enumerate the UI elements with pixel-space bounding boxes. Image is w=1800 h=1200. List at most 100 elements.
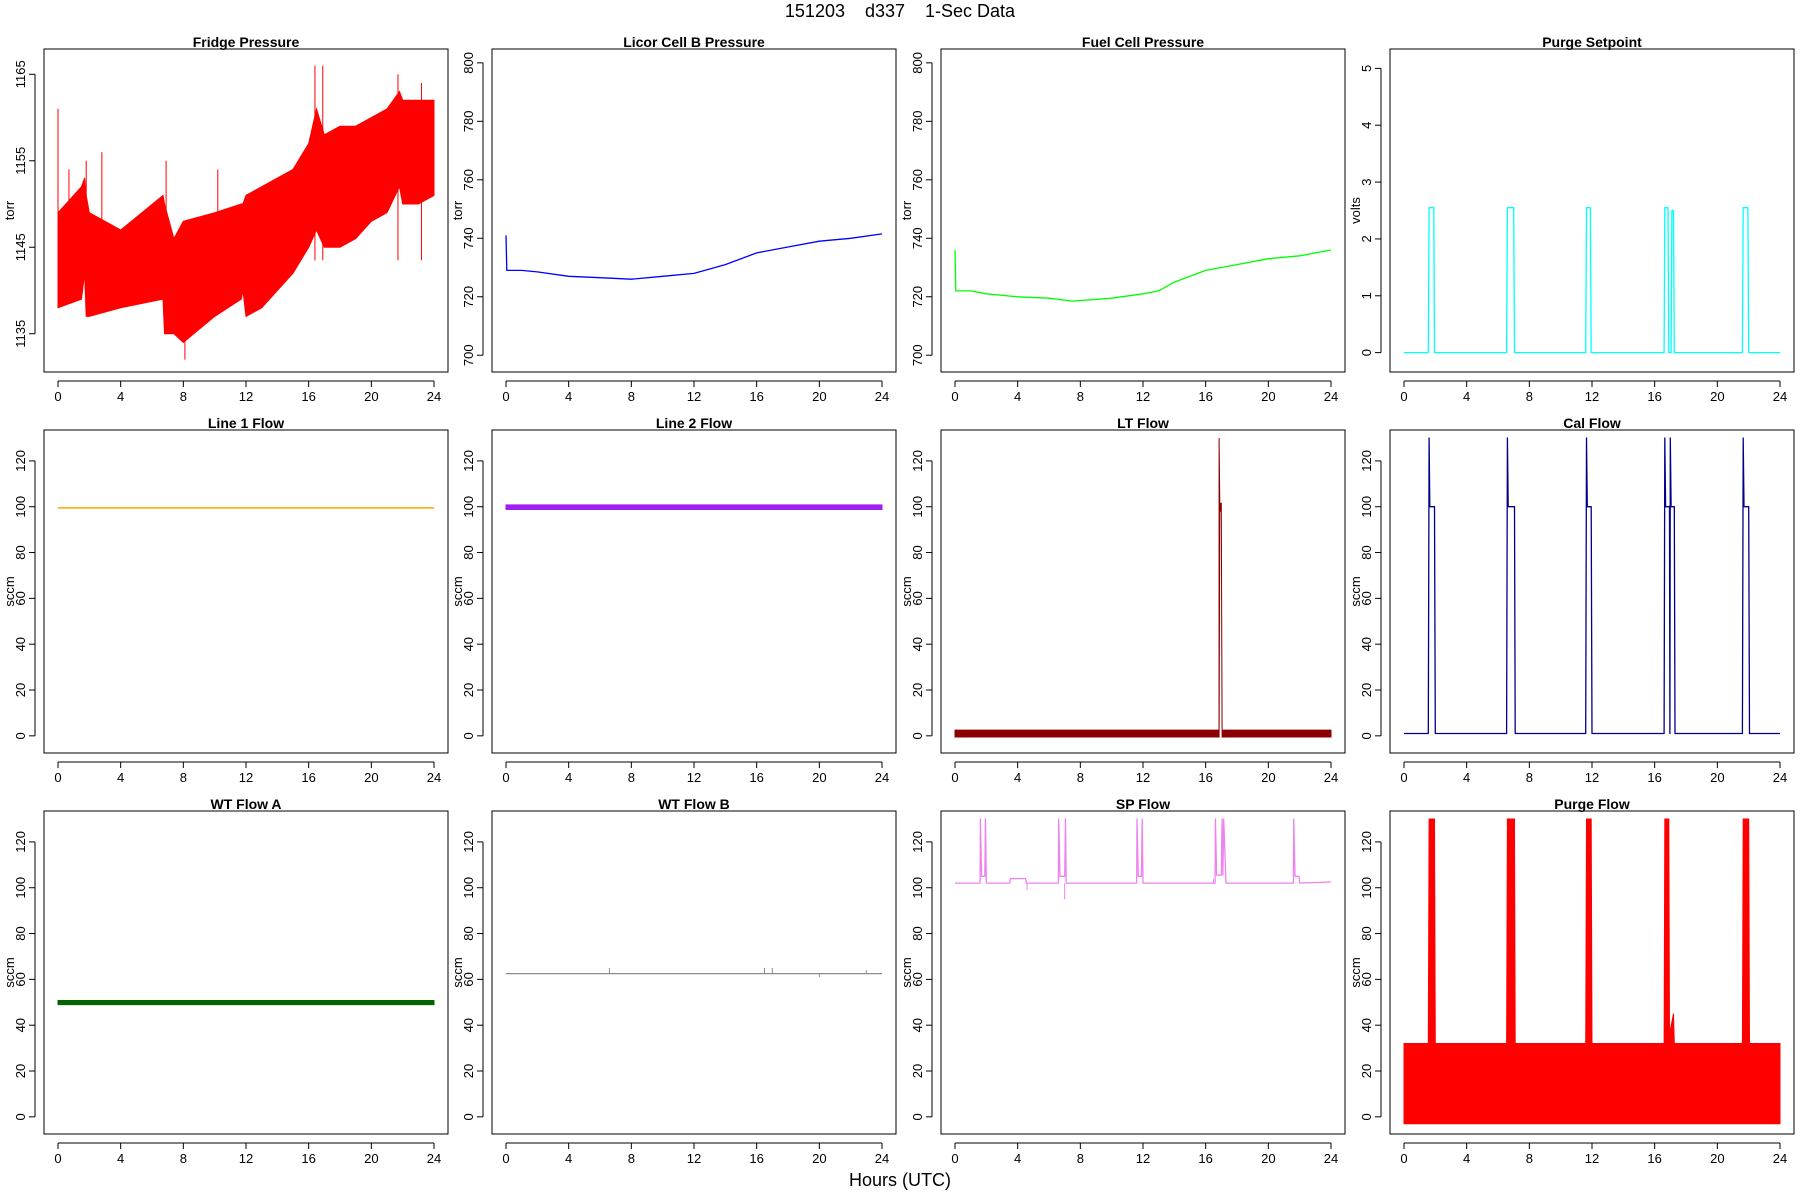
y-tick-label: 1135 <box>13 320 28 348</box>
x-tick-label: 8 <box>1077 1151 1084 1166</box>
y-tick-label: 20 <box>461 683 476 697</box>
panel-title: LT Flow <box>1117 415 1169 431</box>
x-tick-label: 4 <box>565 1151 572 1166</box>
y-tick-label: 80 <box>1359 545 1374 559</box>
x-tick-label: 12 <box>1136 770 1150 785</box>
x-tick-label: 12 <box>1585 389 1599 404</box>
y-axis-title: torr <box>899 200 914 220</box>
y-tick-label: 100 <box>1359 877 1374 899</box>
x-tick-label: 0 <box>502 389 509 404</box>
x-tick-label: 20 <box>364 770 378 785</box>
x-tick-label: 4 <box>1014 389 1021 404</box>
x-tick-label: 24 <box>1773 389 1787 404</box>
x-tick-label: 16 <box>1198 389 1212 404</box>
y-tick-label: 120 <box>910 450 925 472</box>
y-tick-label: 740 <box>910 227 925 249</box>
x-axis-label: Hours (UTC) <box>849 1170 951 1190</box>
x-tick-label: 0 <box>502 1151 509 1166</box>
y-tick-label: 120 <box>1359 831 1374 853</box>
y-axis-title: sccm <box>2 957 17 987</box>
y-tick-label: 0 <box>13 1113 28 1120</box>
panel-title: Line 2 Flow <box>656 415 732 431</box>
y-tick-label: 80 <box>461 926 476 940</box>
y-tick-label: 0 <box>910 732 925 739</box>
x-tick-label: 0 <box>951 1151 958 1166</box>
y-tick-label: 60 <box>910 972 925 986</box>
x-tick-label: 4 <box>1014 1151 1021 1166</box>
y-tick-label: 120 <box>461 831 476 853</box>
series-band <box>954 437 1332 738</box>
y-tick-label: 100 <box>910 877 925 899</box>
x-tick-label: 0 <box>54 389 61 404</box>
y-tick-label: 760 <box>461 169 476 191</box>
x-tick-label: 16 <box>301 389 315 404</box>
x-tick-label: 12 <box>239 1151 253 1166</box>
y-tick-label: 80 <box>910 545 925 559</box>
y-tick-label: 40 <box>1359 637 1374 651</box>
y-tick-label: 120 <box>461 450 476 472</box>
x-tick-label: 0 <box>1400 770 1407 785</box>
x-tick-label: 20 <box>364 389 378 404</box>
y-tick-label: 1155 <box>13 147 28 175</box>
x-tick-label: 8 <box>180 1151 187 1166</box>
series-group <box>505 504 883 510</box>
y-tick-label: 80 <box>13 926 28 940</box>
panel-wt-flow-a: WT Flow A sccm 0 4 8 12 16 20 24 0 20 40 60 80 100 120 <box>2 796 449 1166</box>
y-tick-label: 20 <box>910 1064 925 1078</box>
x-tick-label: 12 <box>239 389 253 404</box>
y-tick-label: 120 <box>13 831 28 853</box>
y-tick-label: 100 <box>13 877 28 899</box>
figure-title: 151203 d337 1-Sec Data <box>784 1 1016 21</box>
plot-frame <box>940 429 1346 754</box>
panel-title: Purge Flow <box>1554 796 1630 812</box>
series-line <box>954 249 1332 302</box>
series-group <box>505 233 883 280</box>
plot-frame <box>491 429 897 754</box>
x-tick-label: 24 <box>427 389 441 404</box>
y-tick-label: 40 <box>13 637 28 651</box>
y-tick-label: 20 <box>13 1064 28 1078</box>
x-tick-label: 4 <box>1014 770 1021 785</box>
x-tick-label: 12 <box>687 389 701 404</box>
x-tick-label: 24 <box>427 770 441 785</box>
x-tick-label: 20 <box>1710 389 1724 404</box>
panel-title: WT Flow B <box>658 796 730 812</box>
y-tick-label: 120 <box>13 450 28 472</box>
series-group <box>1404 437 1780 735</box>
x-tick-label: 20 <box>364 1151 378 1166</box>
panel-title: Licor Cell B Pressure <box>623 34 765 50</box>
plot-frame <box>1389 48 1795 373</box>
y-tick-label: 4 <box>1359 122 1374 129</box>
y-tick-label: 60 <box>13 972 28 986</box>
y-axis-title: sccm <box>899 957 914 987</box>
y-tick-label: 780 <box>461 110 476 132</box>
series-group <box>954 437 1332 738</box>
y-tick-label: 40 <box>1359 1018 1374 1032</box>
x-tick-label: 4 <box>1463 1151 1470 1166</box>
y-tick-label: 80 <box>13 545 28 559</box>
x-tick-label: 16 <box>749 1151 763 1166</box>
panel-sp-flow: SP Flow sccm 0 4 8 12 16 20 24 0 20 40 60 80 100 120 <box>899 796 1346 1166</box>
panel-fuel-cell-pressure: Fuel Cell Pressure torr 0 4 8 12 16 20 24 700 720 7… <box>899 34 1346 404</box>
x-tick-label: 8 <box>1526 770 1533 785</box>
x-tick-label: 0 <box>54 770 61 785</box>
panel-title: Fuel Cell Pressure <box>1082 34 1204 50</box>
plot-frame <box>43 429 449 754</box>
y-axis-title: sccm <box>2 576 17 606</box>
y-tick-label: 60 <box>461 972 476 986</box>
y-tick-label: 60 <box>1359 591 1374 605</box>
series-group <box>955 818 1332 900</box>
x-tick-label: 4 <box>117 770 124 785</box>
x-tick-label: 16 <box>301 1151 315 1166</box>
x-tick-label: 20 <box>812 1151 826 1166</box>
x-tick-label: 8 <box>1077 770 1084 785</box>
y-tick-label: 60 <box>910 591 925 605</box>
y-tick-label: 740 <box>461 227 476 249</box>
x-tick-label: 12 <box>687 770 701 785</box>
x-tick-label: 0 <box>1400 1151 1407 1166</box>
x-tick-label: 4 <box>117 389 124 404</box>
y-tick-label: 0 <box>1359 349 1374 356</box>
y-tick-label: 0 <box>13 732 28 739</box>
plot-frame <box>1389 429 1795 754</box>
